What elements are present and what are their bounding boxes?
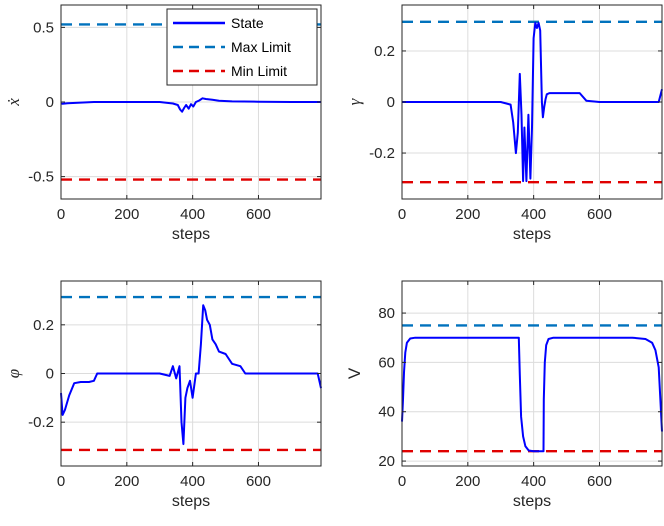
- y-tick-label: 0: [387, 94, 395, 111]
- y-tick-label: 0: [46, 94, 54, 111]
- x-tick-label: 0: [57, 206, 65, 223]
- legend-label: Min Limit: [231, 63, 287, 79]
- y-axis-label: γ: [345, 97, 364, 105]
- y-axis-label: ẋ: [4, 98, 23, 107]
- y-tick-label: -0.2: [369, 145, 395, 162]
- x-tick-label: 600: [246, 206, 271, 223]
- y-axis-label: φ: [4, 369, 23, 378]
- plot-area: [402, 281, 662, 466]
- state-line: [60, 97, 321, 113]
- x-axis-label: steps: [513, 493, 551, 510]
- subplot-4: 0 200 400 600 20 40 60 80 steps V: [345, 280, 663, 510]
- legend-label: State: [231, 15, 264, 31]
- axes-box: [401, 280, 663, 467]
- x-axis-label: steps: [513, 226, 551, 243]
- y-tick-label: 80: [378, 305, 395, 322]
- y-tick-label: 0: [46, 366, 54, 383]
- x-tick-label: 0: [398, 206, 406, 223]
- x-tick-label: 0: [398, 473, 406, 490]
- x-tick-label: 0: [57, 473, 65, 490]
- x-tick-label: 400: [180, 206, 205, 223]
- state-line: [60, 304, 322, 446]
- y-tick-label: -0.5: [28, 169, 54, 186]
- subplot-3: 0 200 400 600 -0.2 0 0.2 steps φ: [4, 280, 322, 510]
- x-tick-label: 600: [246, 473, 271, 490]
- state-line: [401, 336, 663, 453]
- y-tick-label: 0.2: [33, 317, 54, 334]
- x-tick-label: 200: [455, 206, 480, 223]
- x-tick-label: 600: [587, 473, 612, 490]
- x-axis-label: steps: [172, 493, 210, 510]
- subplot-1: 0 200 400 600 -0.5 0 0.5 steps ẋ State Max Limit Mi…: [4, 4, 322, 243]
- x-tick-label: 600: [587, 206, 612, 223]
- y-tick-label: -0.2: [28, 414, 54, 431]
- x-tick-label: 400: [521, 206, 546, 223]
- y-tick-label: 40: [378, 404, 395, 421]
- y-axis-label: V: [345, 367, 364, 379]
- state-line: [402, 21, 663, 183]
- x-tick-label: 400: [180, 473, 205, 490]
- x-tick-label: 200: [114, 206, 139, 223]
- y-tick-label: 20: [378, 453, 395, 470]
- legend: State Max Limit Min Limit: [166, 8, 318, 86]
- x-tick-label: 200: [455, 473, 480, 490]
- y-tick-label: 0.2: [374, 43, 395, 60]
- x-axis-label: steps: [172, 226, 210, 243]
- y-tick-label: 60: [378, 354, 395, 371]
- x-tick-label: 200: [114, 473, 139, 490]
- legend-label: Max Limit: [231, 39, 291, 55]
- y-tick-label: 0.5: [33, 19, 54, 36]
- x-tick-label: 400: [521, 473, 546, 490]
- subplot-2: 0 200 400 600 -0.2 0 0.2 steps γ: [345, 4, 663, 243]
